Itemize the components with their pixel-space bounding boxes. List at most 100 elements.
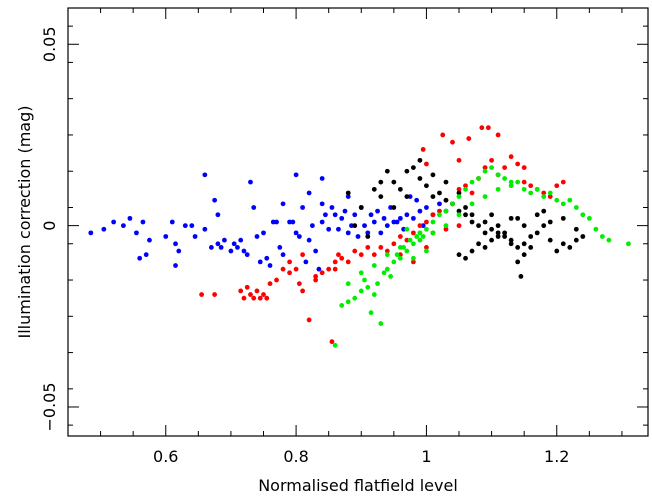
scatter-point <box>326 266 332 272</box>
scatter-point <box>391 259 397 265</box>
scatter-point <box>404 226 410 232</box>
scatter-point <box>476 176 481 181</box>
scatter-point <box>332 259 338 265</box>
scatter-point <box>352 248 358 254</box>
scatter-point <box>371 252 377 258</box>
scatter-point <box>280 201 286 207</box>
scatter-point <box>208 244 214 250</box>
y-tick-label: 0.05 <box>40 26 59 62</box>
scatter-point <box>466 136 472 141</box>
scatter-point <box>476 223 481 229</box>
scatter-point <box>371 292 377 297</box>
scatter-point <box>313 248 319 254</box>
y-tick-label: 0 <box>40 221 59 231</box>
scatter-point <box>147 237 152 243</box>
scatter-point <box>463 212 468 218</box>
scatter-point <box>508 183 514 189</box>
scatter-point <box>339 303 345 308</box>
scatter-point <box>502 230 508 236</box>
scatter-point <box>580 234 586 239</box>
scatter-point <box>326 226 332 232</box>
scatter-point <box>381 215 387 221</box>
scatter-point <box>296 281 302 287</box>
scatter-point <box>456 190 462 196</box>
scatter-point <box>381 270 387 276</box>
scatter-point <box>456 212 462 218</box>
scatter-point <box>463 205 468 210</box>
scatter-point <box>547 194 553 200</box>
scatter-point <box>384 252 390 258</box>
scatter-point <box>358 205 364 210</box>
scatter-point <box>437 208 442 214</box>
scatter-point <box>309 223 315 229</box>
scatter-point <box>345 194 351 200</box>
scatter-point <box>182 223 188 229</box>
scatter-point <box>593 226 599 232</box>
scatter-point <box>323 212 328 218</box>
scatter-point <box>235 244 240 250</box>
scatter-point <box>345 259 351 265</box>
scatter-point <box>365 234 371 239</box>
scatter-point <box>378 321 384 326</box>
scatter-point <box>306 317 312 323</box>
scatter-point <box>218 244 224 250</box>
scatter-point <box>528 183 534 189</box>
scatter-point <box>248 179 253 185</box>
scatter-point <box>521 223 527 229</box>
scatter-point <box>241 295 247 301</box>
scatter-point <box>502 176 508 181</box>
scatter-point <box>508 237 514 243</box>
scatter-point <box>378 244 384 250</box>
scatter-point <box>120 223 126 229</box>
scatter-point <box>528 190 534 196</box>
scatter-point <box>456 186 462 192</box>
scatter-point <box>547 219 553 225</box>
scatter-point <box>319 270 325 276</box>
scatter-point <box>397 234 403 239</box>
scatter-point <box>407 237 413 243</box>
scatter-point <box>443 223 449 229</box>
scatter-point <box>456 208 462 214</box>
scatter-point <box>355 234 361 239</box>
x-axis-title: Normalised flatfield level <box>258 476 458 495</box>
scatter-point <box>417 176 423 181</box>
scatter-point <box>267 281 273 287</box>
scatter-point <box>332 212 338 218</box>
scatter-point <box>300 288 306 294</box>
scatter-point <box>417 223 423 229</box>
scatter-point <box>287 270 292 276</box>
scatter-point <box>332 266 338 272</box>
scatter-point <box>274 219 279 225</box>
scatter-point <box>489 157 494 163</box>
scatter-point <box>443 197 449 203</box>
y-axis-title: Illumination correction (mag) <box>15 106 34 339</box>
scatter-point <box>430 172 436 178</box>
scatter-point <box>404 168 410 174</box>
scatter-point <box>502 234 508 239</box>
scatter-point <box>254 288 260 294</box>
scatter-point <box>375 208 380 214</box>
scatter-point <box>199 292 204 297</box>
scatter-point <box>521 179 527 185</box>
scatter-point <box>378 230 384 236</box>
scatter-point <box>134 230 139 236</box>
scatter-point <box>420 147 426 152</box>
scatter-point <box>534 230 540 236</box>
scatter-point <box>469 212 475 218</box>
scatter-point <box>345 281 351 287</box>
scatter-point <box>394 252 400 258</box>
scatter-point <box>456 252 462 258</box>
scatter-point <box>450 139 455 145</box>
scatter-point <box>251 295 257 301</box>
scatter-point <box>378 194 384 200</box>
scatter-point <box>212 292 218 297</box>
scatter-point <box>560 179 566 185</box>
scatter-point <box>290 219 296 225</box>
scatter-point <box>463 183 468 189</box>
scatter-point <box>319 201 325 207</box>
scatter-point <box>176 248 182 254</box>
scatter-point <box>508 215 514 221</box>
scatter-point <box>352 212 358 218</box>
scatter-point <box>88 230 94 236</box>
scatter-point <box>388 274 393 279</box>
